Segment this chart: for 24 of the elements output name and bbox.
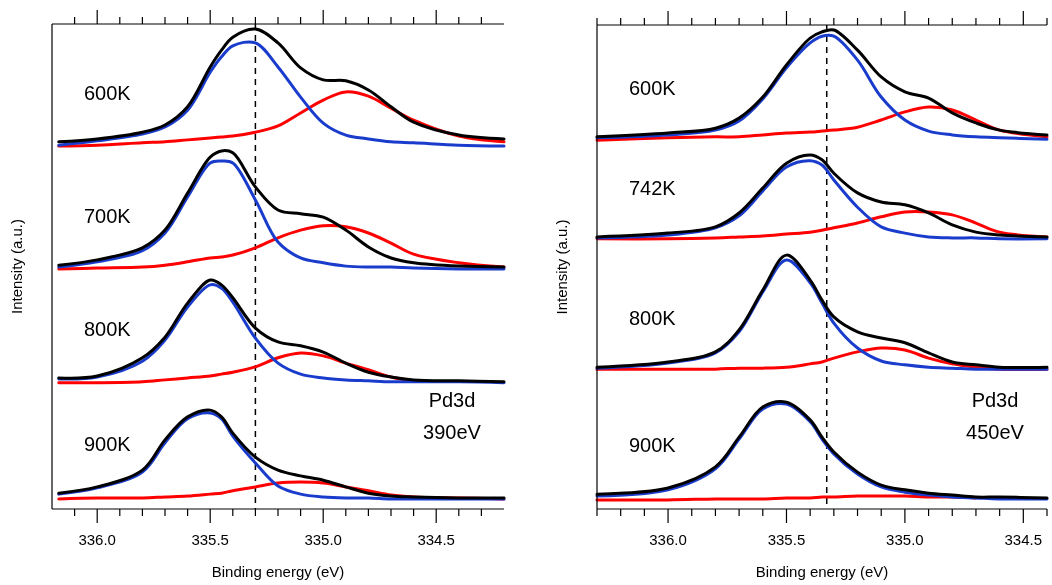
x-tick-label: 336.0 [649, 531, 687, 548]
x-axis-title: Binding energy (eV) [211, 563, 345, 580]
x-axis-title: Binding energy (eV) [755, 563, 889, 580]
series-label: 700K [84, 205, 132, 228]
y-axis-title: Intensity (a.u.) [553, 219, 570, 315]
series-label: 600K [629, 76, 677, 99]
annotation: 450eV [966, 421, 1025, 443]
x-tick-label: 335.5 [767, 531, 806, 548]
series-label: 900K [629, 434, 677, 457]
y-axis-title: Intensity (a.u.) [8, 218, 25, 315]
x-tick-label: 335.0 [886, 531, 924, 548]
series-label: 900K [84, 433, 132, 456]
series-label: 742K [629, 176, 677, 199]
x-tick-label: 334.5 [417, 531, 455, 548]
x-tick-label: 334.5 [1004, 531, 1043, 548]
series-label: 600K [84, 81, 132, 104]
annotation: Pd3d [971, 389, 1019, 411]
annotation: Pd3d [428, 389, 476, 411]
series-label: 800K [629, 307, 677, 330]
annotation: 390eV [423, 421, 482, 443]
x-tick-label: 336.0 [78, 531, 116, 548]
series-label: 800K [84, 317, 132, 340]
x-tick-label: 335.5 [191, 531, 229, 548]
x-tick-label: 335.0 [304, 531, 342, 548]
